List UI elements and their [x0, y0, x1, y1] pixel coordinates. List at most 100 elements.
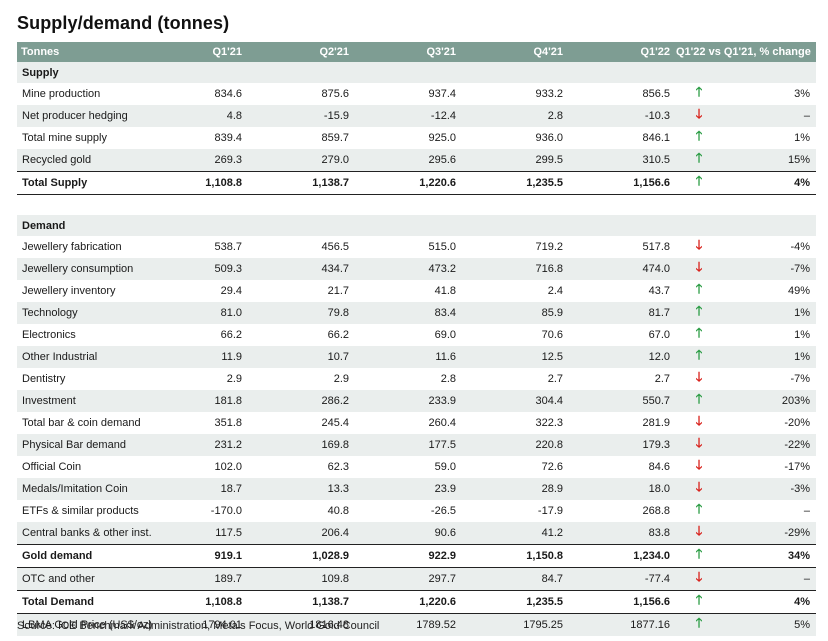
table-body: Tonnes Q1'21 Q2'21 Q3'21 Q4'21 Q1'22 Q1'…	[17, 42, 817, 637]
row-label: Medals/Imitation Coin	[17, 478, 157, 501]
row-value: 1,028.9	[248, 544, 355, 569]
row-label: ETFs & similar products	[17, 500, 157, 523]
header-col-q2-21: Q2'21	[248, 42, 355, 62]
row-value: 177.5	[355, 434, 462, 457]
table-row: Jewellery inventory 29.4 21.7 41.8 2.4 43.7 🡑 4…	[17, 280, 817, 303]
row-value: 12.0	[569, 346, 676, 369]
row-value: 538.7	[157, 236, 248, 259]
row-value: 2.4	[462, 280, 569, 303]
section-heading-row: Supply	[17, 62, 817, 84]
arrow-down-icon: 🡓	[695, 479, 703, 495]
table-row: Jewellery fabrication 538.7 456.5 515.0 719.…	[17, 236, 817, 259]
row-value: 66.2	[248, 324, 355, 347]
change-direction: 🡑	[676, 280, 746, 303]
change-direction: 🡓	[676, 368, 746, 391]
row-change-pct: -20%	[746, 412, 817, 435]
row-value: 922.9	[355, 544, 462, 569]
change-direction: 🡑	[676, 324, 746, 347]
row-change-pct: 4%	[746, 171, 817, 196]
row-label: Dentistry	[17, 368, 157, 391]
arrow-down-icon: 🡓	[695, 413, 703, 429]
row-label: Total bar & coin demand	[17, 412, 157, 435]
table-row: Total bar & coin demand 351.8 245.4 260.4 32…	[17, 412, 817, 435]
arrow-up-icon: 🡑	[695, 592, 703, 608]
change-direction: 🡓	[676, 258, 746, 281]
row-value: 90.6	[355, 522, 462, 545]
row-value: 28.9	[462, 478, 569, 501]
row-label: OTC and other	[17, 567, 157, 591]
table-row: Physical Bar demand 231.2 169.8 177.5 220.8 1…	[17, 434, 817, 457]
row-value: -10.3	[569, 105, 676, 128]
change-direction: 🡑	[676, 127, 746, 150]
row-change-pct: 49%	[746, 280, 817, 303]
gold-demand-row: Gold demand 919.1 1,028.9 922.9 1,150.8 1,234…	[17, 544, 817, 569]
row-value: 2.7	[569, 368, 676, 391]
row-value: 473.2	[355, 258, 462, 281]
row-change-pct: -22%	[746, 434, 817, 457]
spacer-row	[17, 194, 817, 216]
row-change-pct: -17%	[746, 456, 817, 479]
row-value: 509.3	[157, 258, 248, 281]
change-direction: 🡑	[676, 390, 746, 413]
row-value: 936.0	[462, 127, 569, 150]
table-row: Total mine supply 839.4 859.7 925.0 936.0 846…	[17, 127, 817, 150]
row-label: LBMA Gold Price (US$/oz)	[17, 613, 157, 637]
row-value: 4.8	[157, 105, 248, 128]
row-value: 12.5	[462, 346, 569, 369]
change-direction: 🡓	[676, 567, 746, 591]
row-value: 1816.48	[248, 613, 355, 637]
arrow-up-icon: 🡑	[695, 303, 703, 319]
row-value: 59.0	[355, 456, 462, 479]
row-value: 43.7	[569, 280, 676, 303]
row-label: Jewellery inventory	[17, 280, 157, 303]
row-value: 834.6	[157, 83, 248, 106]
row-value: 2.7	[462, 368, 569, 391]
change-direction: 🡓	[676, 434, 746, 457]
row-value: 279.0	[248, 149, 355, 172]
row-value: 1795.25	[462, 613, 569, 637]
row-value: 84.6	[569, 456, 676, 479]
arrow-down-icon: 🡓	[695, 523, 703, 539]
row-value: -170.0	[157, 500, 248, 523]
arrow-up-icon: 🡑	[695, 281, 703, 297]
row-change-pct: 5%	[746, 613, 817, 637]
row-value: 83.4	[355, 302, 462, 325]
change-direction: 🡑	[676, 346, 746, 369]
row-value: 875.6	[248, 83, 355, 106]
table-row: Medals/Imitation Coin 18.7 13.3 23.9 28.9 18.…	[17, 478, 817, 501]
table-row: Net producer hedging 4.8 -15.9 -12.4 2.8 -10.…	[17, 105, 817, 128]
row-change-pct: 4%	[746, 590, 817, 615]
row-value: 517.8	[569, 236, 676, 259]
row-value: 40.8	[248, 500, 355, 523]
row-value: 295.6	[355, 149, 462, 172]
row-value: 846.1	[569, 127, 676, 150]
row-value: 839.4	[157, 127, 248, 150]
row-value: 268.8	[569, 500, 676, 523]
change-direction: 🡓	[676, 412, 746, 435]
row-value: 933.2	[462, 83, 569, 106]
row-value: 233.9	[355, 390, 462, 413]
row-value: 2.9	[248, 368, 355, 391]
row-value: 1794.01	[157, 613, 248, 637]
table-row: Investment 181.8 286.2 233.9 304.4 550.7 🡑 203%	[17, 390, 817, 413]
row-value: 181.8	[157, 390, 248, 413]
row-change-pct: 15%	[746, 149, 817, 172]
section-heading: Supply	[17, 62, 817, 84]
header-col-q4-21: Q4'21	[462, 42, 569, 62]
arrow-down-icon: 🡓	[695, 435, 703, 451]
row-value: 21.7	[248, 280, 355, 303]
change-direction: 🡓	[676, 478, 746, 501]
arrow-up-icon: 🡑	[695, 501, 703, 517]
row-label: Jewellery consumption	[17, 258, 157, 281]
table-row: ETFs & similar products -170.0 40.8 -26.5 -1…	[17, 500, 817, 523]
row-value: 925.0	[355, 127, 462, 150]
row-value: 281.9	[569, 412, 676, 435]
row-value: 2.9	[157, 368, 248, 391]
row-value: 79.8	[248, 302, 355, 325]
page-title: Supply/demand (tonnes)	[17, 13, 230, 33]
arrow-up-icon: 🡑	[695, 546, 703, 562]
row-value: 220.8	[462, 434, 569, 457]
lbma-price-row: LBMA Gold Price (US$/oz) 1794.01 1816.48 17…	[17, 613, 817, 637]
row-value: 2.8	[462, 105, 569, 128]
